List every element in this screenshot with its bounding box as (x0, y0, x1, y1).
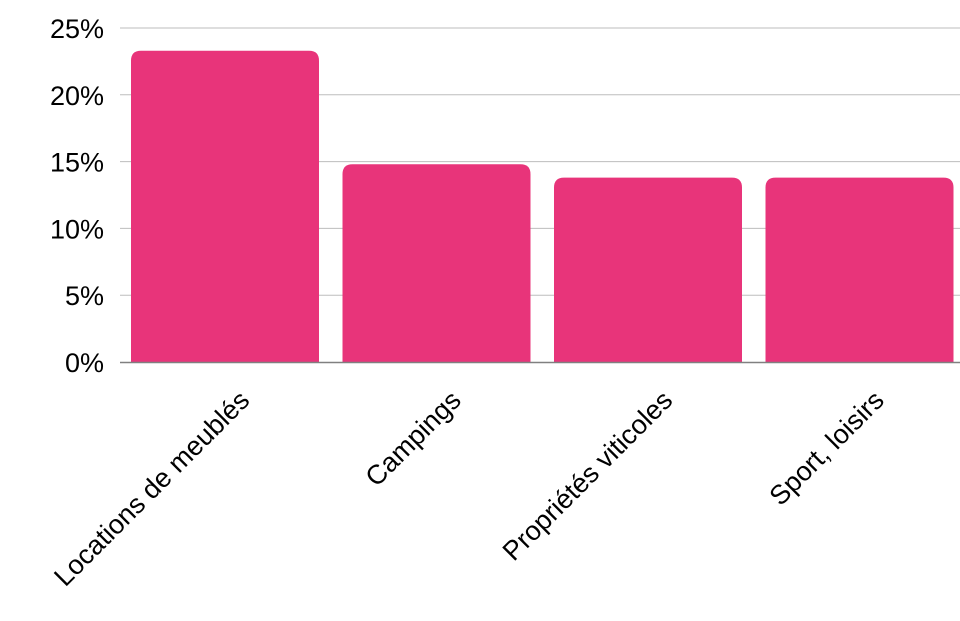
y-axis-ticks: 0% 5% 10% 15% 20% 25% (50, 14, 104, 378)
x-axis-categories: Locations de meublés Campings Propriétés v… (48, 385, 889, 592)
bar (131, 50, 319, 362)
bar (765, 177, 954, 362)
y-tick-label: 10% (50, 214, 104, 244)
bar (554, 177, 742, 362)
y-tick-label: 25% (50, 14, 104, 44)
y-tick-label: 15% (50, 148, 104, 178)
y-tick-label: 5% (65, 281, 104, 311)
bar (342, 164, 531, 362)
x-category-label: Locations de meublés (48, 385, 255, 592)
y-tick-label: 0% (65, 348, 104, 378)
x-category-label: Sport, loisirs (763, 385, 889, 511)
bars (131, 50, 954, 362)
x-category-label: Propriétés viticoles (497, 385, 678, 566)
y-tick-label: 20% (50, 81, 104, 111)
x-category-label: Campings (360, 385, 467, 492)
